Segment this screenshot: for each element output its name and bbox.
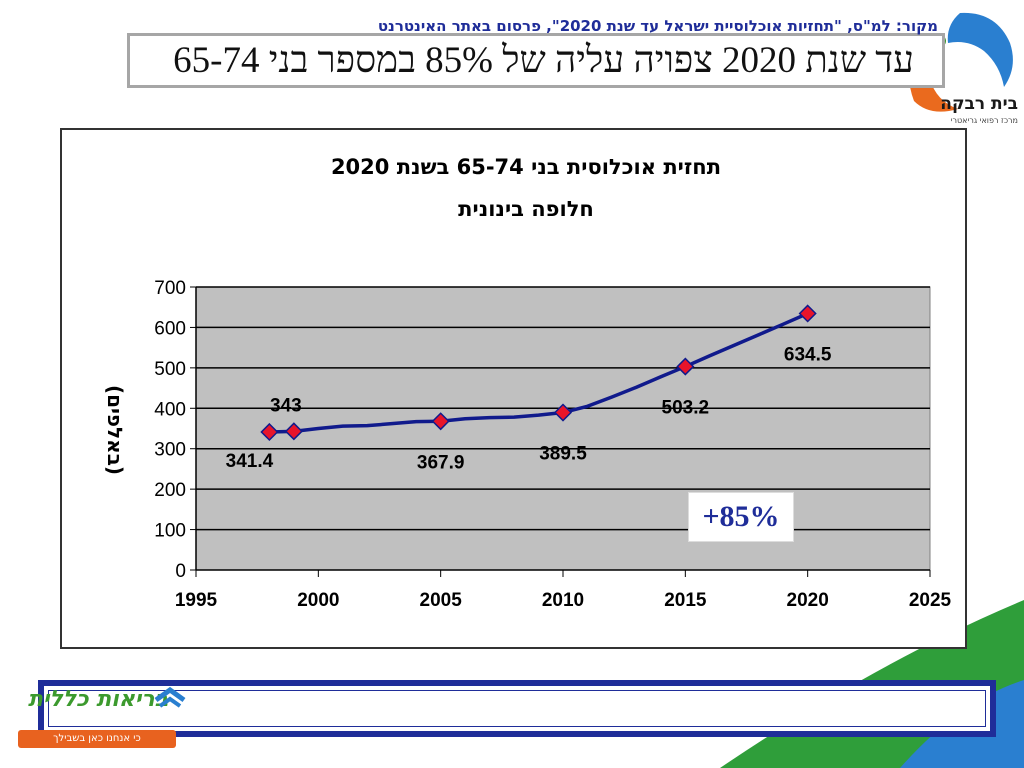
chart-subtitle: חלופה בינונית — [458, 197, 594, 221]
data-label: 389.5 — [539, 444, 587, 465]
x-tick-label: 2020 — [787, 590, 829, 611]
health-logo-name: בריאות כללית — [28, 687, 168, 712]
data-point-marker — [431, 412, 450, 431]
slide-title: עד שנת 2020 צפויה עליה של 85% במספר בני … — [173, 40, 914, 81]
percent-increase-text: +85% — [702, 500, 780, 533]
health-logo-slogan: כי אנחנו כאן בשבילך — [18, 730, 176, 748]
data-point-marker — [260, 422, 279, 442]
data-point-marker — [676, 357, 695, 376]
data-point-marker — [284, 422, 303, 441]
plot-area: 0 100 200 300 400 500 600 700 1995 2000 2005 2010 20… — [154, 278, 951, 611]
x-tick-label: 2025 — [909, 590, 952, 611]
data-label: 343 — [270, 395, 302, 416]
health-logo-chevron-icon — [154, 686, 186, 708]
data-label: 367.9 — [417, 452, 465, 473]
chart-title: תחזית אוכלוסית בני 65-74 בשנת 2020 — [331, 155, 721, 179]
y-tick-label: 300 — [154, 440, 186, 461]
y-tick-label: 200 — [154, 480, 186, 501]
line-chart: תחזית אוכלוסית בני 65-74 בשנת 2020 חלופה… — [103, 155, 952, 611]
logo-subtitle: מרכז רפואי גריאטרי — [950, 116, 1018, 125]
x-tick-label: 2005 — [420, 590, 463, 611]
source-box-inner-border — [48, 690, 986, 727]
x-tick-label: 2010 — [542, 590, 584, 611]
x-tick-label: 1995 — [175, 590, 218, 611]
chart-frame: תחזית אוכלוסית בני 65-74 בשנת 2020 חלופה… — [60, 128, 967, 649]
data-label: 341.4 — [226, 451, 274, 472]
source-text: מקור: למ"ס, "תחזיות אוכלוסיית ישראל עד ש… — [377, 17, 938, 35]
data-point-marker — [798, 304, 817, 323]
y-tick-label: 600 — [154, 318, 186, 339]
data-point-marker — [553, 403, 573, 422]
data-label: 503.2 — [662, 398, 710, 419]
y-tick-label: 500 — [154, 359, 186, 380]
y-axis-label: (באלפים) — [103, 385, 127, 475]
series-line — [269, 311, 809, 434]
logo-blue-crescent — [947, 12, 1013, 87]
source-box — [38, 680, 996, 737]
y-tick-label: 700 — [154, 278, 186, 299]
x-tick-label: 2000 — [297, 590, 339, 611]
y-tick-label: 100 — [154, 521, 186, 542]
percent-increase-badge: +85% — [688, 492, 794, 542]
y-tick-label: 0 — [175, 561, 186, 582]
logo-name: בית רבקה — [940, 94, 1018, 114]
data-label: 634.5 — [784, 344, 832, 365]
x-tick-label: 2015 — [664, 590, 707, 611]
y-tick-label: 400 — [154, 399, 186, 420]
slide-title-box: עד שנת 2020 צפויה עליה של 85% במספר בני … — [127, 33, 945, 88]
